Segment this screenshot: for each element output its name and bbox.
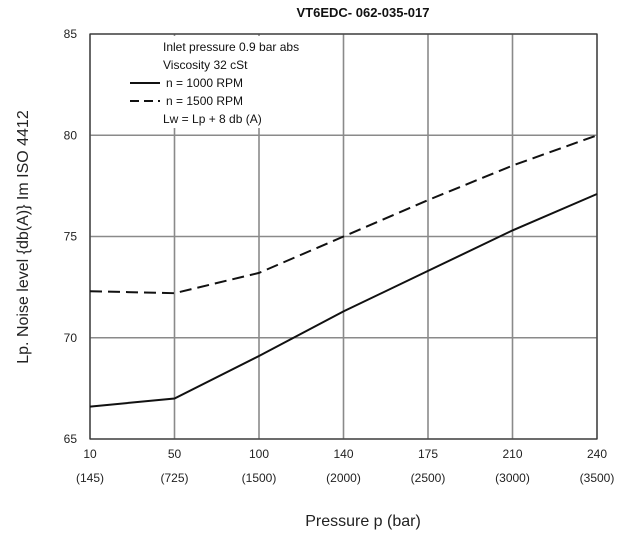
x-tick-label: 140 bbox=[333, 447, 353, 461]
x-tick-secondary-label: (2500) bbox=[411, 471, 446, 485]
legend-text: Inlet pressure 0.9 bar abs bbox=[163, 40, 299, 54]
plot-frame bbox=[89, 33, 598, 440]
y-tick-label: 70 bbox=[64, 331, 78, 345]
y-tick-label: 65 bbox=[64, 432, 78, 446]
legend-series-label: n = 1000 RPM bbox=[166, 76, 243, 90]
series-line-1000rpm bbox=[89, 193, 598, 408]
x-tick-secondary-label: (725) bbox=[160, 471, 188, 485]
ticks: 65 70 75 80 85 10 50 100 140 175 210 240 (145) (725) (… bbox=[64, 27, 615, 485]
y-tick-label: 75 bbox=[64, 230, 78, 244]
legend: Inlet pressure 0.9 bar abs Viscosity 32 c… bbox=[126, 36, 316, 128]
y-tick-label: 80 bbox=[64, 128, 78, 142]
chart-title: VT6EDC- 062-035-017 bbox=[297, 5, 430, 20]
series bbox=[89, 134, 598, 408]
x-tick-secondary-label: (2000) bbox=[326, 471, 361, 485]
x-tick-secondary-label: (1500) bbox=[242, 471, 277, 485]
x-tick-label: 175 bbox=[418, 447, 438, 461]
legend-series-label: n = 1500 RPM bbox=[166, 94, 243, 108]
y-axis-label: Lp. Noise level {db(A)} Im ISO 4412 bbox=[15, 110, 32, 364]
x-tick-label: 10 bbox=[83, 447, 97, 461]
x-tick-label: 240 bbox=[587, 447, 607, 461]
legend-text: Lw = Lp + 8 db (A) bbox=[163, 112, 262, 126]
x-tick-secondary-label: (3500) bbox=[580, 471, 615, 485]
y-tick-label: 85 bbox=[64, 27, 78, 41]
x-tick-label: 50 bbox=[168, 447, 182, 461]
x-tick-label: 100 bbox=[249, 447, 269, 461]
x-axis-label: Pressure p (bar) bbox=[305, 513, 421, 530]
x-tick-secondary-label: (145) bbox=[76, 471, 104, 485]
x-tick-label: 210 bbox=[502, 447, 522, 461]
series-line-1500rpm bbox=[89, 134, 598, 295]
x-tick-secondary-label: (3000) bbox=[495, 471, 530, 485]
legend-text: Viscosity 32 cSt bbox=[163, 58, 248, 72]
